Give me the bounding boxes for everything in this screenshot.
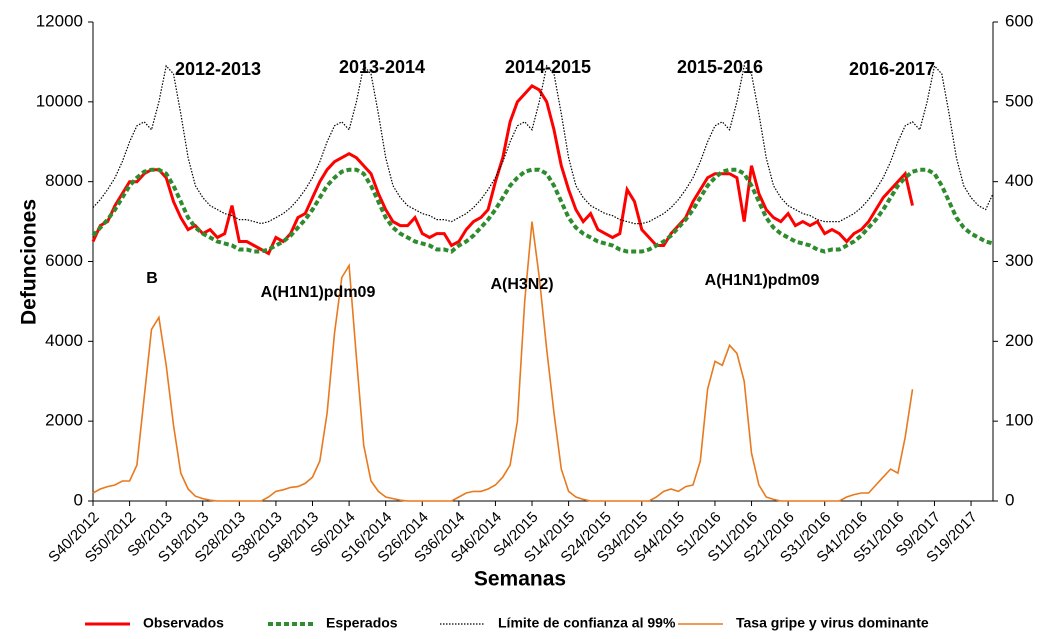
series-line: [92, 64, 994, 225]
legend-label: Límite de confianza al 99%: [498, 615, 676, 631]
legend-label: Tasa gripe y virus dominante: [736, 615, 929, 631]
y-tick-label: 8000: [45, 171, 83, 190]
y-tick-label: 4000: [45, 331, 83, 350]
y-tick-label: 12000: [36, 11, 83, 30]
annotation: 2012-2013: [175, 59, 261, 79]
annotation: 2015-2016: [677, 57, 763, 77]
legend-label: Esperados: [326, 615, 398, 631]
annotation: 2016-2017: [849, 59, 935, 79]
annotation: A(H1N1)pdm09: [261, 284, 376, 301]
y2-tick-label: 0: [1005, 490, 1014, 509]
series-line: [92, 221, 914, 502]
y-tick-label: 0: [74, 490, 83, 509]
y2-tick-label: 200: [1005, 331, 1033, 350]
y-tick-label: 10000: [36, 91, 83, 110]
legend-label: Observados: [143, 615, 224, 631]
annotation: 2013-2014: [339, 57, 425, 77]
y-tick-label: 6000: [45, 251, 83, 270]
y2-tick-label: 400: [1005, 171, 1033, 190]
series-line: [91, 167, 994, 254]
annotation: A(H3N2): [490, 276, 553, 293]
y2-tick-label: 100: [1005, 411, 1033, 430]
y2-tick-label: 600: [1005, 11, 1033, 30]
series-line: [91, 84, 914, 256]
annotation: A(H1N1)pdm09: [705, 272, 820, 289]
y-tick-label: 2000: [45, 411, 83, 430]
annotation: 2014-2015: [505, 57, 591, 77]
y-axis-title: Defunciones: [18, 199, 41, 325]
x-axis-title: Semanas: [474, 568, 566, 591]
y2-tick-label: 500: [1005, 91, 1033, 110]
annotation: B: [146, 270, 158, 287]
y2-tick-label: 300: [1005, 251, 1033, 270]
